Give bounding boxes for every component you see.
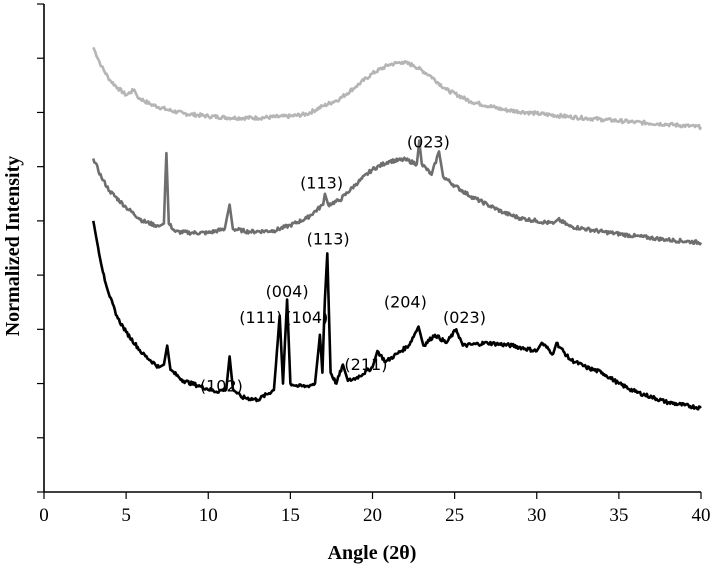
annotation-layer: (023) (113) (113) (004) (111) (104) (204) (023)… bbox=[200, 133, 486, 396]
x-tick-label: 30 bbox=[527, 505, 546, 526]
peak-label: (102) bbox=[200, 377, 243, 396]
series-1-line bbox=[92, 46, 703, 131]
y-axis-title: Normalized Intensity bbox=[2, 156, 24, 337]
peak-label: (023) bbox=[407, 133, 450, 152]
series-2-line bbox=[92, 139, 703, 246]
peak-label: (204) bbox=[384, 293, 427, 312]
x-tick-label: 5 bbox=[121, 505, 131, 526]
x-tick-label: 0 bbox=[39, 505, 49, 526]
tick-layer: 0 5 10 15 20 25 30 35 40 bbox=[37, 3, 711, 526]
peak-label: (211) bbox=[344, 355, 387, 374]
peak-label: (111) bbox=[239, 308, 282, 327]
peak-label: (004) bbox=[266, 282, 309, 301]
x-axis-title: Angle (2θ) bbox=[328, 542, 417, 564]
axes-layer bbox=[43, 4, 701, 493]
x-tick-label: 40 bbox=[692, 505, 711, 526]
x-tick-label: 20 bbox=[363, 505, 382, 526]
x-tick-label: 10 bbox=[199, 505, 218, 526]
x-tick-label: 15 bbox=[281, 505, 300, 526]
series-3-line bbox=[92, 220, 702, 411]
peak-label: (113) bbox=[300, 173, 343, 192]
series-layer bbox=[92, 46, 703, 411]
peak-label: (104) bbox=[285, 308, 328, 327]
peak-label: (023) bbox=[443, 308, 486, 327]
peak-label: (113) bbox=[307, 230, 350, 249]
x-tick-label: 25 bbox=[445, 505, 464, 526]
x-tick-label: 35 bbox=[609, 505, 628, 526]
